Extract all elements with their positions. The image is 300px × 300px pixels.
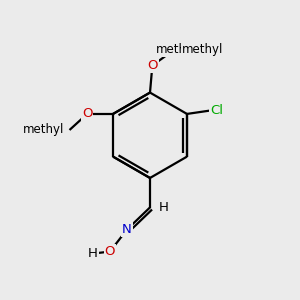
Text: H: H <box>88 247 98 260</box>
Text: methyl: methyl <box>156 43 197 56</box>
Text: O: O <box>147 59 158 72</box>
Text: H: H <box>158 201 168 214</box>
Text: Cl: Cl <box>210 104 223 117</box>
Text: methyl: methyl <box>23 123 64 136</box>
Text: O: O <box>105 245 115 258</box>
Text: O: O <box>82 107 92 120</box>
Text: N: N <box>122 223 132 236</box>
Text: methyl: methyl <box>182 43 223 56</box>
